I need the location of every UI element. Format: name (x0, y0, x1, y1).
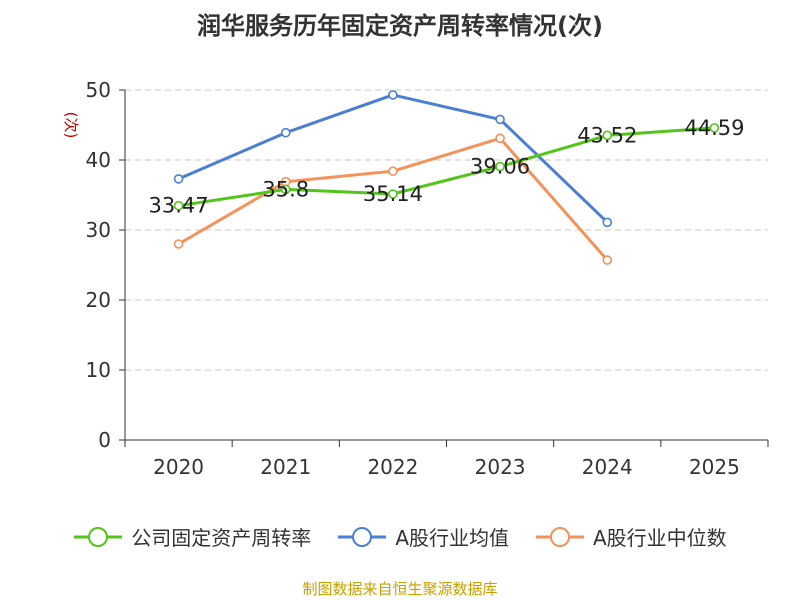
y-tick-label: 30 (86, 218, 111, 242)
data-label: 35.8 (262, 177, 309, 201)
y-tick-label: 50 (86, 78, 111, 102)
data-point (173, 239, 184, 249)
y-tick-label: 0 (98, 428, 111, 452)
y-tick-label: 40 (86, 148, 111, 172)
x-tick-label: 2022 (367, 455, 418, 479)
legend-item[interactable]: A股行业均值 (337, 522, 509, 551)
legend-label: A股行业中位数 (593, 526, 727, 550)
data-point (173, 174, 184, 184)
y-axis-unit-label: (次) (62, 112, 80, 139)
data-point (495, 161, 505, 172)
data-label: 39.06 (470, 155, 530, 179)
data-point (602, 255, 613, 265)
legend-line-marker-icon (536, 526, 584, 547)
data-source-note: 制图数据来自恒生聚源数据库 (302, 580, 498, 598)
data-point (495, 133, 505, 144)
data-point (709, 123, 720, 133)
data-point (173, 200, 184, 211)
x-tick-label: 2024 (582, 455, 633, 479)
chart-title: 润华服务历年固定资产周转率情况(次) (197, 12, 603, 40)
data-label: 43.52 (577, 123, 637, 147)
data-point (602, 217, 613, 228)
data-point (388, 166, 398, 176)
x-tick-label: 2020 (153, 455, 204, 479)
x-tick-label: 2025 (689, 455, 740, 479)
data-label: 44.59 (684, 116, 744, 140)
legend-label: A股行业均值 (395, 526, 509, 550)
x-tick-label: 2021 (260, 455, 311, 479)
data-point (388, 189, 398, 199)
data-point (388, 90, 398, 100)
data-label: 35.14 (363, 182, 423, 206)
series-line-0 (178, 126, 715, 208)
data-point (280, 127, 291, 138)
y-tick-label: 10 (86, 358, 111, 382)
legend-label: 公司固定资产周转率 (131, 526, 312, 550)
x-tick-label: 2023 (475, 455, 526, 479)
data-label: 33.47 (149, 194, 209, 218)
legend-line-marker-icon (338, 526, 387, 547)
chart-legend: 公司固定资产周转率 A股行业均值 A股行业中位数 (0, 522, 800, 551)
data-point (280, 184, 291, 195)
data-point (495, 114, 505, 125)
y-tick-label: 20 (86, 288, 111, 312)
legend-line-marker-icon (74, 526, 123, 547)
legend-item[interactable]: A股行业中位数 (535, 522, 727, 551)
data-point (602, 130, 613, 141)
legend-item[interactable]: 公司固定资产周转率 (73, 522, 311, 551)
